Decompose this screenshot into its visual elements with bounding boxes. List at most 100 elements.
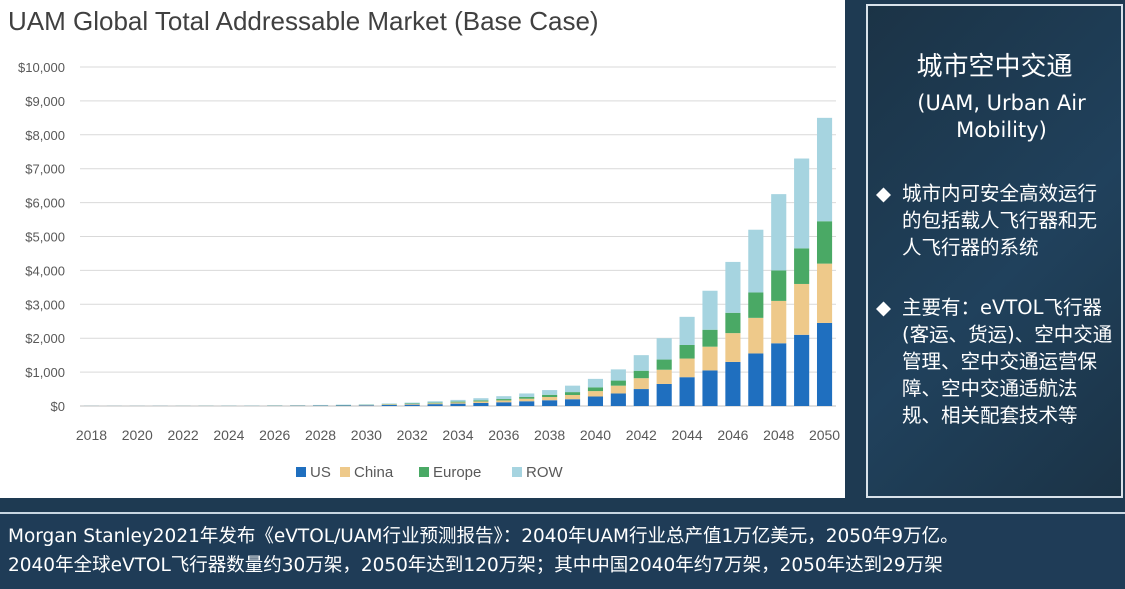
bar-segment-europe [519, 397, 535, 399]
bar-segment-us [656, 383, 672, 406]
bullet-text: 城市内可安全高效运行的包括载人飞行器和无人飞行器的系统 [902, 182, 1098, 259]
bar-segment-china [427, 403, 443, 405]
bar-segment-row [702, 290, 718, 330]
chart-title: UAM Global Total Addressable Market (Bas… [8, 6, 599, 36]
bar-segment-us [587, 396, 604, 406]
bar-segment-row [427, 401, 443, 403]
bar-segment-europe [679, 344, 695, 359]
bar-segment-china [725, 333, 741, 362]
bar-segment-row [725, 261, 741, 313]
info-title: 城市空中交通 [916, 52, 1073, 82]
bar-segment-us [427, 404, 443, 406]
bar-segment-row [381, 403, 397, 405]
bar-segment-row [748, 229, 764, 293]
y-tick-label: $3,000 [25, 297, 65, 312]
bar-segment-row [542, 390, 558, 395]
bar-segment-us [542, 400, 558, 406]
bar-segment-europe [725, 312, 741, 334]
bar-segment-row [404, 402, 420, 404]
bar-segment-china [679, 358, 695, 378]
legend-swatch-europe [419, 467, 429, 477]
bar-segment-us [610, 393, 626, 406]
bar-segment-row [564, 385, 581, 393]
footer-line: 2040年全球eVTOL飞行器数量约30万架，2050年达到120万架；其中中国… [8, 555, 943, 576]
bar-segment-us [633, 389, 649, 406]
bar-segment-us [564, 399, 581, 406]
y-tick-label: $1,000 [25, 365, 65, 380]
y-tick-label: $8,000 [25, 128, 65, 143]
bar-segment-china [564, 394, 581, 400]
bar-segment-china [610, 385, 626, 394]
bar-segment-row [656, 338, 672, 360]
bar-segment-europe [542, 394, 558, 398]
y-tick-label: $6,000 [25, 196, 65, 211]
y-tick-label: $10,000 [18, 60, 65, 75]
x-tick-label: 2038 [534, 427, 565, 443]
bar-segment-us [404, 404, 420, 406]
x-tick-label: 2050 [809, 427, 840, 443]
bar-segment-row [496, 396, 512, 400]
x-tick-label: 2046 [717, 427, 748, 443]
bar-segment-us [473, 402, 489, 406]
footer-line: Morgan Stanley2021年发布《eVTOL/UAM行业预测报告》：2… [8, 526, 959, 547]
diamond-bullet-icon: ◆ [876, 296, 891, 319]
x-tick-label: 2020 [122, 427, 153, 443]
bar-segment-china [587, 391, 604, 397]
bar-segment-row [610, 369, 626, 381]
bar-segment-europe [748, 292, 764, 318]
bar-segment-us [748, 353, 764, 406]
y-tick-label: $4,000 [25, 263, 65, 278]
x-tick-label: 2048 [763, 427, 794, 443]
bar-segment-europe [794, 248, 810, 284]
bar-segment-europe [702, 329, 718, 347]
x-tick-label: 2022 [168, 427, 199, 443]
x-tick-label: 2032 [397, 427, 428, 443]
bar-segment-row [587, 378, 604, 388]
bar-segment-us [519, 401, 535, 406]
bar-segment-row [771, 194, 787, 271]
bar-segment-europe [656, 359, 672, 370]
bar-segment-row [633, 355, 649, 371]
bar-segment-europe [473, 400, 489, 402]
x-tick-label: 2040 [580, 427, 611, 443]
y-tick-label: $9,000 [25, 94, 65, 109]
bar-segment-china [519, 398, 535, 402]
legend-label: China [354, 464, 394, 481]
y-tick-label: $2,000 [25, 331, 65, 346]
bar-segment-europe [587, 387, 604, 392]
legend-label: Europe [433, 464, 481, 481]
bar-segment-china [542, 397, 558, 401]
y-tick-label: $5,000 [25, 230, 65, 245]
bar-segment-china [381, 404, 397, 405]
legend-swatch-us [296, 467, 306, 477]
bar-segment-europe [771, 270, 787, 301]
bar-segment-europe [496, 399, 512, 401]
x-tick-label: 2028 [305, 427, 336, 443]
bullet-item: ◆ 城市内可安全高效运行的包括载人飞行器和无人飞行器的系统 [876, 180, 1115, 261]
bar-segment-us [725, 361, 741, 406]
y-tick-label: $0 [51, 399, 65, 414]
bar-segment-china [816, 263, 833, 323]
y-tick-label: $7,000 [25, 162, 65, 177]
bar-segment-row [450, 399, 466, 402]
bar-segment-china [656, 369, 672, 384]
bar-segment-china [702, 346, 718, 371]
stacked-bar-chart: $0 $1,000 $2,000 $3,000 $4,000 $5,000 $6,000 $7… [18, 60, 840, 481]
bar-segment-europe [633, 370, 649, 379]
bar-segment-us [335, 405, 352, 406]
x-tick-label: 2024 [213, 427, 244, 443]
bar-segment-china [473, 401, 489, 403]
x-tick-label: 2036 [488, 427, 519, 443]
bar-segment-europe [564, 392, 581, 395]
bar-segment-china [771, 300, 787, 344]
bar-segment-europe [450, 401, 466, 403]
legend-swatch-row [512, 467, 522, 477]
diamond-bullet-icon: ◆ [876, 182, 891, 205]
x-tick-label: 2030 [351, 427, 382, 443]
info-subtitle: (UAM, Urban Air Mobility) [917, 91, 1086, 142]
bar-segment-china [794, 283, 810, 335]
bar-segment-us [794, 334, 810, 406]
bar-segment-china [496, 400, 512, 403]
bar-segment-row [816, 117, 833, 222]
x-tick-label: 2034 [442, 427, 473, 443]
